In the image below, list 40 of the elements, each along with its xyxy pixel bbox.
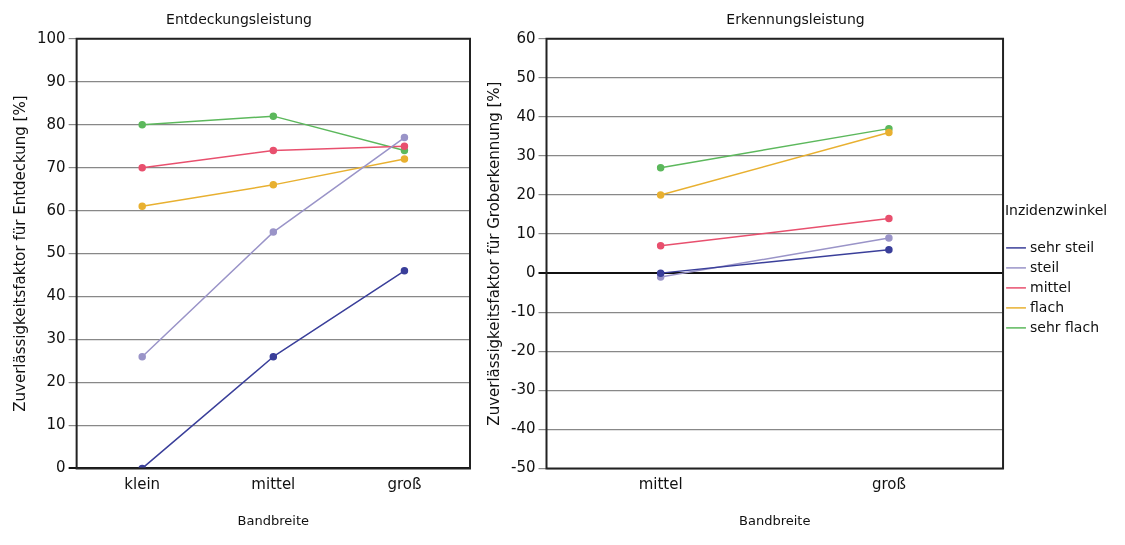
y-tick-label: 80 — [46, 114, 66, 133]
x-axis-title: Bandbreite — [739, 512, 811, 528]
legend-label: flach — [1030, 298, 1065, 315]
y-tick-label: 60 — [516, 28, 536, 47]
y-tick-label: 50 — [516, 67, 536, 86]
y-tick-label: -30 — [511, 380, 536, 399]
y-tick-label: 10 — [46, 415, 66, 434]
legend-label: sehr flach — [1030, 318, 1100, 335]
x-tick-label: groß — [387, 475, 422, 494]
x-tick-label: klein — [124, 475, 161, 494]
y-tick-label: 10 — [516, 223, 536, 242]
x-axis-title: Bandbreite — [237, 512, 310, 528]
y-tick-label: 0 — [56, 458, 66, 477]
chart-title: Erkennungsleistung — [726, 11, 865, 28]
legend-title: Inzidenzwinkel — [1004, 201, 1108, 218]
y-tick-label: 100 — [36, 28, 66, 47]
y-tick-label: 30 — [516, 145, 536, 164]
y-tick-label: 60 — [46, 200, 66, 219]
y-tick-label: 50 — [46, 243, 66, 262]
y-tick-label: 70 — [46, 157, 66, 176]
y-axis-title: Zuverlässigkeitsfaktor für Entdeckung [%] — [10, 95, 29, 412]
y-tick-label: 30 — [46, 329, 66, 348]
y-tick-label: 20 — [46, 372, 66, 391]
x-tick-label: mittel — [638, 475, 683, 494]
y-axis-title: Zuverlässigkeitsfaktor für Groberkennung [%] — [484, 81, 503, 426]
chart-title: Entdeckungsleistung — [166, 11, 312, 28]
y-tick-label: 20 — [516, 184, 536, 203]
y-tick-label: -50 — [511, 458, 536, 477]
y-tick-label: 40 — [46, 286, 66, 305]
legend-label: mittel — [1030, 278, 1072, 295]
legend-label: sehr steil — [1030, 238, 1095, 255]
y-tick-label: -10 — [511, 302, 536, 321]
x-tick-label: mittel — [251, 475, 296, 494]
y-tick-label: -20 — [511, 341, 536, 360]
y-tick-label: 40 — [516, 106, 536, 125]
y-tick-label: 0 — [525, 263, 536, 282]
y-tick-label: 90 — [46, 71, 66, 90]
legend-label: steil — [1030, 258, 1060, 275]
x-tick-label: groß — [871, 475, 906, 494]
y-tick-label: -40 — [511, 419, 536, 438]
